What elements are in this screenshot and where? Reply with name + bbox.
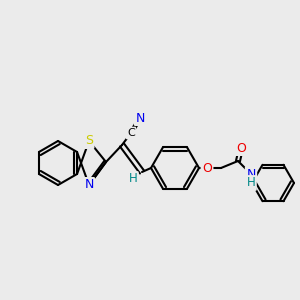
Text: H: H <box>129 172 137 185</box>
Text: H: H <box>247 176 255 190</box>
Text: N: N <box>135 112 145 124</box>
Text: O: O <box>202 161 212 175</box>
Text: O: O <box>236 142 246 154</box>
Text: C: C <box>127 128 135 138</box>
Text: S: S <box>85 134 93 148</box>
Text: N: N <box>246 167 256 181</box>
Text: N: N <box>84 178 94 191</box>
